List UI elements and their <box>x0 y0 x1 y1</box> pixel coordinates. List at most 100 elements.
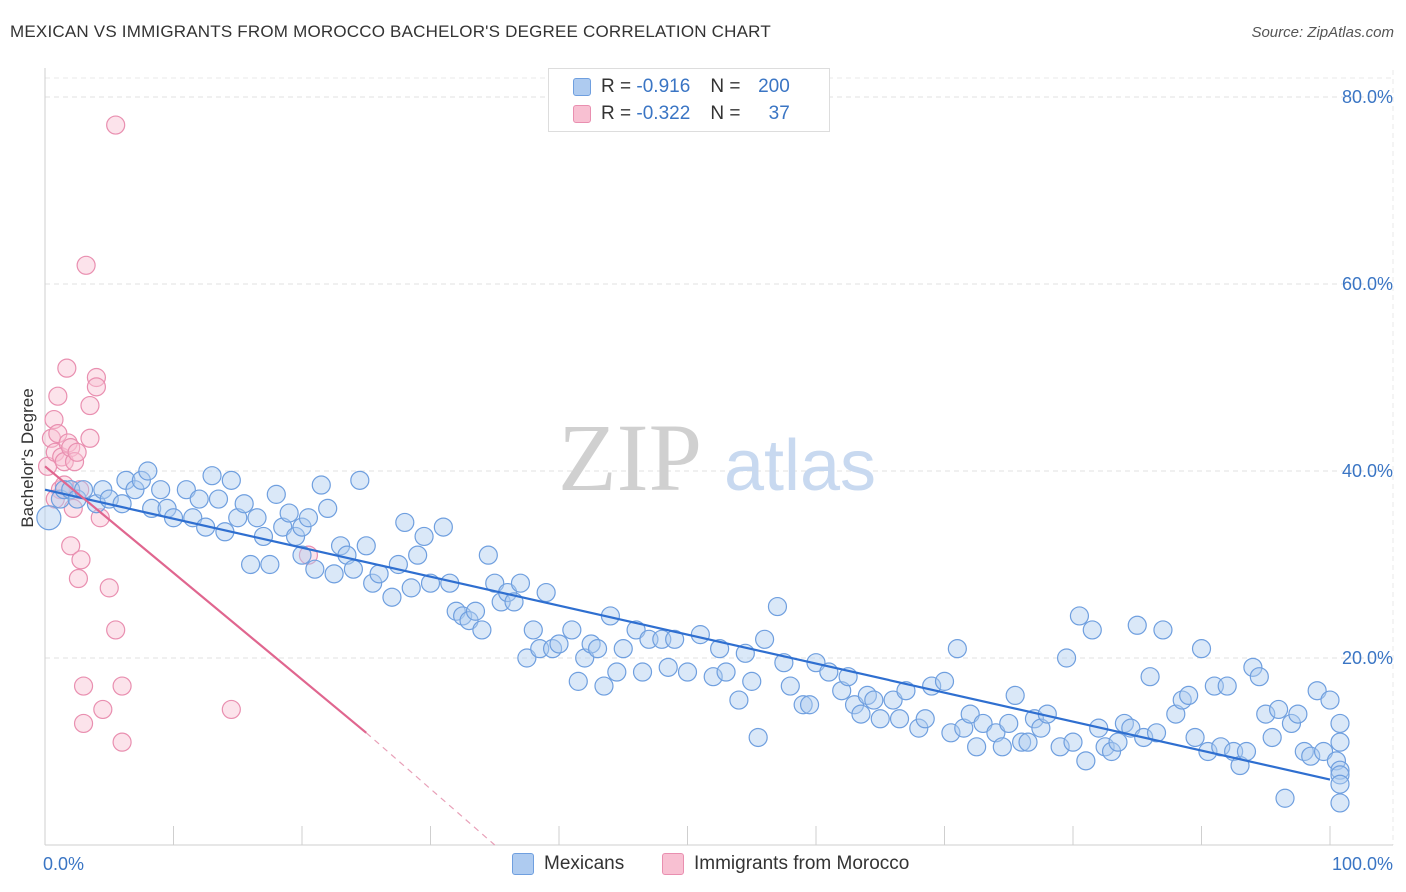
mexicans-legend-label: Mexicans <box>544 853 625 874</box>
mexican-point <box>1330 760 1350 780</box>
mexican-point <box>324 564 344 584</box>
mexican-point <box>472 620 492 640</box>
mexican-point <box>189 489 209 509</box>
mexican-point <box>292 517 312 537</box>
morocco-point <box>73 713 94 734</box>
mexican-point <box>1056 648 1077 668</box>
mexican-point <box>1063 732 1083 752</box>
mexican-point <box>947 639 967 659</box>
y-tick-label: 20.0% <box>1342 648 1393 668</box>
n-label: N = <box>710 76 741 97</box>
mexican-point <box>1330 713 1350 734</box>
watermark: ZIP atlas <box>558 404 876 511</box>
mexican-point <box>1166 704 1186 724</box>
mexican-point <box>131 470 151 490</box>
mexican-point <box>459 610 479 631</box>
mexican-point <box>292 545 312 565</box>
mexicans-n-value: 200 <box>758 76 790 97</box>
mexican-point <box>883 690 903 710</box>
mexican-point <box>202 466 222 486</box>
mexican-point <box>665 629 685 649</box>
morocco-points <box>37 115 319 752</box>
mexican-point <box>1179 685 1199 706</box>
mexican-point <box>1031 718 1051 738</box>
mexican-point <box>1185 727 1205 748</box>
mexican-point <box>298 508 319 528</box>
mexican-point <box>941 723 961 743</box>
mexican-point <box>703 667 723 687</box>
mexican-point <box>754 629 775 649</box>
morocco-point <box>71 550 91 570</box>
morocco-point <box>99 578 119 598</box>
y-tick-label: 60.0% <box>1342 274 1393 294</box>
mexican-point <box>1275 788 1295 808</box>
legend-item-morocco: Immigrants from Morocco <box>662 852 909 876</box>
mexican-point <box>1069 606 1090 626</box>
mexican-point <box>350 470 370 490</box>
mexican-point <box>1082 620 1102 640</box>
mexican-point <box>176 480 196 500</box>
y-tick-label: 80.0% <box>1342 87 1393 107</box>
mexican-point <box>36 505 62 531</box>
morocco-n-value: 37 <box>768 103 790 124</box>
mexican-point <box>93 480 113 500</box>
mexican-point <box>594 676 614 696</box>
morocco-point <box>63 498 83 518</box>
mexican-point <box>305 559 325 579</box>
mexican-point <box>414 526 434 547</box>
mexican-point <box>729 690 749 710</box>
mexican-point <box>613 639 633 659</box>
mexican-point <box>626 620 646 640</box>
mexican-point <box>273 517 293 537</box>
morocco-point <box>54 452 74 472</box>
x-tick-label-max: 100.0% <box>1332 854 1393 874</box>
morocco-point <box>48 386 68 406</box>
mexican-point <box>228 508 248 528</box>
mexican-point <box>896 681 916 701</box>
mexican-point <box>1140 667 1160 687</box>
mexican-point <box>221 470 241 490</box>
mexican-point <box>844 695 865 715</box>
morocco-point <box>68 568 89 589</box>
morocco-legend-swatch <box>662 853 684 875</box>
mexican-point <box>1307 681 1327 701</box>
mexican-point <box>1330 732 1350 752</box>
mexican-point <box>851 704 871 724</box>
mexican-point <box>517 648 537 668</box>
mexican-point <box>1050 737 1070 757</box>
mexican-point <box>1018 732 1038 752</box>
n-label: N = <box>710 103 741 124</box>
mexican-point <box>266 484 286 504</box>
morocco-point <box>221 699 241 720</box>
mexican-point <box>1011 732 1032 752</box>
mexican-point <box>658 657 678 677</box>
mexican-point <box>954 718 974 738</box>
mexican-point <box>208 489 229 509</box>
morocco-point <box>106 620 126 640</box>
mexican-point <box>1256 704 1276 724</box>
mexican-point <box>986 723 1006 743</box>
mexican-point <box>138 461 158 481</box>
mexican-point <box>433 517 453 537</box>
mexican-point <box>799 695 820 715</box>
mexican-point <box>748 727 768 748</box>
mexican-point <box>1146 723 1167 743</box>
mexican-point <box>973 713 993 734</box>
mexican-point <box>967 737 987 757</box>
mexican-point <box>915 709 935 729</box>
grid <box>45 70 1394 845</box>
morocco-point <box>80 428 100 448</box>
mexican-point <box>909 718 929 738</box>
tick-labels: 20.0% 40.0% 60.0% 80.0% 0.0% 100.0% <box>43 87 1393 874</box>
mexican-point <box>343 559 363 579</box>
mexican-point <box>112 494 132 514</box>
mexican-points <box>36 461 1350 813</box>
mexican-point <box>247 508 267 528</box>
mexican-point <box>1127 615 1147 635</box>
mexican-point <box>562 620 582 640</box>
mexican-point <box>870 709 890 729</box>
mexican-point <box>260 554 280 575</box>
mexican-point <box>1191 639 1212 659</box>
x-tick-label-min: 0.0% <box>43 854 84 874</box>
mexican-point <box>1243 657 1263 677</box>
